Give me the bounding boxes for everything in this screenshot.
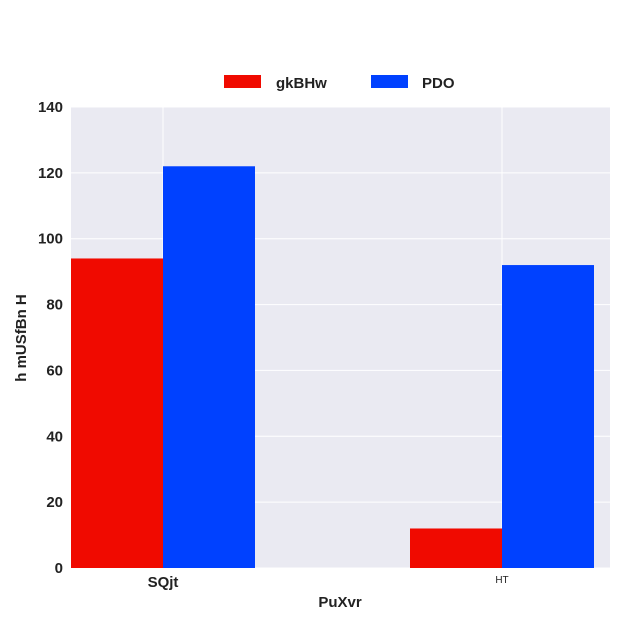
x-tick-label: HT — [495, 575, 508, 586]
x-tick-labels: SQjt HT — [148, 574, 509, 591]
y-tick-label: 100 — [38, 231, 63, 248]
x-axis-title: PuXvr — [318, 594, 362, 611]
legend-swatch-gkBHw — [224, 75, 261, 88]
bars — [71, 166, 594, 568]
x-tick-label: SQjt — [148, 574, 179, 591]
y-tick-label: 120 — [38, 165, 63, 182]
y-tick-labels: 0 20 40 60 80 100 120 140 — [38, 99, 63, 577]
legend-swatch-PDO — [371, 75, 408, 88]
legend: gkBHw PDO — [224, 75, 455, 92]
y-tick-label: 20 — [46, 494, 63, 511]
legend-label-PDO: PDO — [422, 75, 455, 92]
legend-label-gkBHw: gkBHw — [276, 75, 327, 92]
bar-gkBHw-SQjt — [71, 258, 163, 568]
y-tick-label: 80 — [46, 297, 63, 314]
bar-gkBHw-HT — [410, 528, 502, 568]
y-axis-title: h mUSfBn H — [13, 294, 30, 382]
y-tick-label: 0 — [55, 560, 63, 577]
bar-PDO-SQjt — [163, 166, 255, 568]
y-tick-label: 140 — [38, 99, 63, 116]
bar-PDO-HT — [502, 265, 594, 568]
y-tick-label: 60 — [46, 362, 63, 379]
y-tick-label: 40 — [46, 428, 63, 445]
